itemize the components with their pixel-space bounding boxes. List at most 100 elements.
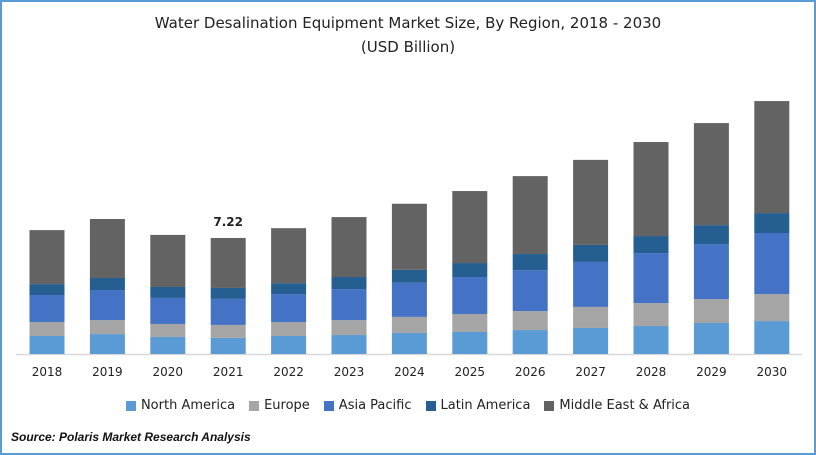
legend-label: Middle East & Africa xyxy=(559,398,691,413)
bar-segment-asia-pacific-2030 xyxy=(754,232,790,295)
x-tick-label: 2019 xyxy=(92,365,123,379)
bar-segment-north-america-2018 xyxy=(29,336,65,354)
bar-segment-latin-america-2030 xyxy=(754,213,790,233)
bar-segment-middle-east-africa-2025 xyxy=(452,191,488,264)
bar-segment-europe-2019 xyxy=(89,320,125,335)
bar-segment-asia-pacific-2029 xyxy=(693,244,729,300)
bar-segment-middle-east-africa-2023 xyxy=(331,217,367,278)
bar-segment-asia-pacific-2018 xyxy=(29,295,65,323)
legend-item: Latin America xyxy=(425,398,531,413)
bar-segment-asia-pacific-2019 xyxy=(89,290,125,321)
bar-segment-latin-america-2019 xyxy=(89,277,125,291)
bar-segment-north-america-2024 xyxy=(391,332,427,354)
bar-segment-latin-america-2018 xyxy=(29,284,65,296)
bar-segment-asia-pacific-2026 xyxy=(512,270,548,312)
bar-segment-middle-east-africa-2024 xyxy=(391,203,427,270)
x-tick-label: 2025 xyxy=(455,365,486,379)
bar-segment-latin-america-2022 xyxy=(271,283,307,295)
bar-segment-europe-2024 xyxy=(391,316,427,333)
bar-segment-latin-america-2028 xyxy=(633,236,669,254)
legend-swatch xyxy=(323,400,334,411)
bar-segment-latin-america-2023 xyxy=(331,277,367,290)
bar-segment-middle-east-africa-2020 xyxy=(150,234,186,287)
legend-swatch xyxy=(249,400,260,411)
data-label: 7.22 xyxy=(213,215,243,229)
bar-segment-north-america-2020 xyxy=(150,336,186,354)
bar-segment-middle-east-africa-2030 xyxy=(754,101,790,214)
bar-segment-north-america-2025 xyxy=(452,331,488,354)
source-note: Source: Polaris Market Research Analysis xyxy=(11,430,251,444)
bar-segment-north-america-2021 xyxy=(210,337,246,354)
bar-segment-asia-pacific-2023 xyxy=(331,289,367,321)
chart-subtitle: (USD Billion) xyxy=(360,38,456,56)
bar-segment-europe-2030 xyxy=(754,294,790,322)
legend-label: Asia Pacific xyxy=(338,398,412,413)
legend: North America Europe Asia Pacific Latin Ame… xyxy=(2,398,814,413)
bar-segment-latin-america-2027 xyxy=(573,244,609,262)
x-tick-label: 2026 xyxy=(515,365,546,379)
bar-segment-europe-2025 xyxy=(452,313,488,332)
bar-segment-middle-east-africa-2019 xyxy=(89,219,125,278)
bar-segment-europe-2021 xyxy=(210,324,246,338)
bar-segment-europe-2022 xyxy=(271,322,307,337)
bar-segment-north-america-2022 xyxy=(271,336,307,354)
bar-segment-north-america-2026 xyxy=(512,330,548,354)
bar-segment-europe-2020 xyxy=(150,323,186,337)
bar-segment-asia-pacific-2027 xyxy=(573,261,609,307)
legend-swatch xyxy=(125,400,136,411)
bar-segment-latin-america-2029 xyxy=(693,225,729,245)
bar-segment-north-america-2028 xyxy=(633,326,669,354)
bar-segment-north-america-2030 xyxy=(754,321,790,354)
x-tick-label: 2021 xyxy=(213,365,244,379)
bar-segment-asia-pacific-2024 xyxy=(391,282,427,317)
bar-segment-europe-2026 xyxy=(512,311,548,331)
bar-segment-middle-east-africa-2018 xyxy=(29,230,65,285)
bar-segment-latin-america-2020 xyxy=(150,286,186,298)
bar-segment-latin-america-2024 xyxy=(391,269,427,283)
bar-segment-north-america-2023 xyxy=(331,335,367,354)
legend-item: North America xyxy=(125,398,236,413)
chart-title: Water Desalination Equipment Market Size… xyxy=(154,14,662,32)
x-tick-label: 2022 xyxy=(273,365,304,379)
x-tick-label: 2023 xyxy=(334,365,365,379)
legend-item: Europe xyxy=(249,398,310,413)
bar-segment-asia-pacific-2021 xyxy=(210,298,246,325)
legend-swatch xyxy=(544,400,555,411)
legend-item: Middle East & Africa xyxy=(544,398,690,413)
legend-swatch xyxy=(425,400,436,411)
x-tick-label: 2029 xyxy=(696,365,727,379)
bar-segment-europe-2023 xyxy=(331,320,367,336)
x-tick-label: 2018 xyxy=(32,365,63,379)
legend-label: Europe xyxy=(264,398,310,413)
plot-area: 2018 2019 2020 2021 7.22 2022 2023 2024 2025 2026… xyxy=(16,101,802,379)
bar-segment-north-america-2029 xyxy=(693,322,729,354)
bar-segment-middle-east-africa-2026 xyxy=(512,176,548,255)
bar-segment-europe-2027 xyxy=(573,306,609,328)
bar-segment-asia-pacific-2020 xyxy=(150,297,186,324)
bar-segment-middle-east-africa-2028 xyxy=(633,142,669,237)
bar-segment-latin-america-2026 xyxy=(512,254,548,271)
bar-segment-middle-east-africa-2022 xyxy=(271,228,307,284)
bar-segment-asia-pacific-2028 xyxy=(633,253,669,304)
x-tick-label: 2027 xyxy=(575,365,606,379)
bar-segment-asia-pacific-2022 xyxy=(271,294,307,323)
legend-item: Asia Pacific xyxy=(323,398,412,413)
legend-label: Latin America xyxy=(440,398,531,413)
bar-segment-europe-2029 xyxy=(693,299,729,323)
bar-segment-north-america-2027 xyxy=(573,327,609,354)
x-tick-label: 2030 xyxy=(757,365,788,379)
bar-segment-middle-east-africa-2021 xyxy=(210,237,246,288)
x-tick-label: 2028 xyxy=(636,365,667,379)
bar-segment-middle-east-africa-2027 xyxy=(573,159,609,245)
bar-segment-north-america-2019 xyxy=(89,334,125,354)
bar-segment-latin-america-2021 xyxy=(210,287,246,299)
x-tick-label: 2020 xyxy=(153,365,184,379)
legend-label: North America xyxy=(140,398,236,413)
bar-segment-latin-america-2025 xyxy=(452,263,488,278)
x-tick-label: 2024 xyxy=(394,365,425,379)
bar-segment-middle-east-africa-2029 xyxy=(693,123,729,226)
bar-segment-asia-pacific-2025 xyxy=(452,277,488,314)
bar-segment-europe-2028 xyxy=(633,303,669,327)
bar-segment-europe-2018 xyxy=(29,322,65,337)
